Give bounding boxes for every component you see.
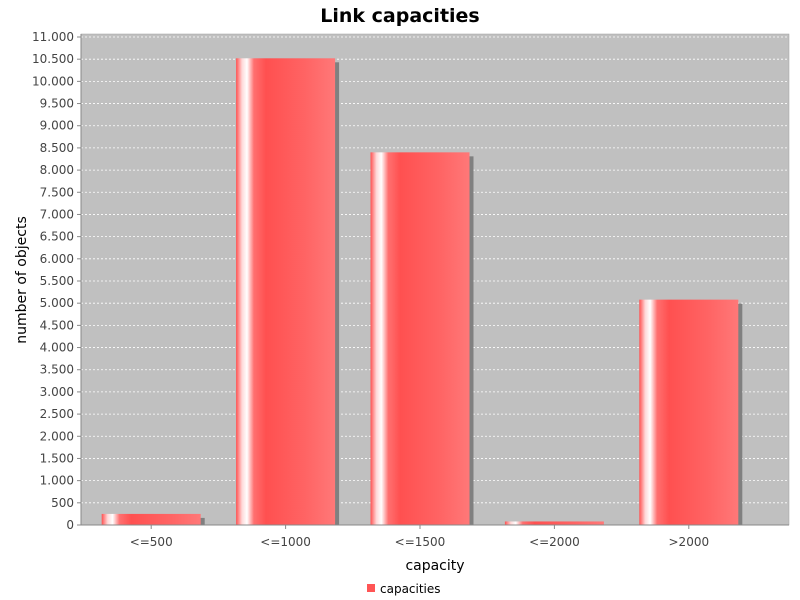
x-tick-label: <=1000 <box>260 535 311 549</box>
y-tick-label: 9.000 <box>40 119 74 133</box>
bar <box>504 521 604 525</box>
x-axis-label: capacity <box>405 558 464 574</box>
chart-title: Link capacities <box>320 5 479 27</box>
y-tick-label: 11.000 <box>32 30 74 44</box>
x-tick-label: >2000 <box>669 535 710 549</box>
y-axis-label: number of objects <box>14 216 30 343</box>
y-tick-label: 9.500 <box>40 97 74 111</box>
y-tick-label: 5.000 <box>40 296 74 310</box>
y-tick-label: 7.500 <box>40 185 74 199</box>
y-tick-label: 2.000 <box>40 429 74 443</box>
y-tick-label: 3.500 <box>40 363 74 377</box>
y-tick-label: 4.000 <box>40 341 74 355</box>
y-tick-label: 8.500 <box>40 141 74 155</box>
y-tick-label: 2.500 <box>40 407 74 421</box>
legend: capacities <box>367 582 441 596</box>
bar <box>639 299 739 525</box>
bar <box>236 58 336 525</box>
legend-label: capacities <box>380 582 441 596</box>
y-tick-label: 8.000 <box>40 163 74 177</box>
bars <box>101 58 743 525</box>
y-tick-label: 7.000 <box>40 207 74 221</box>
y-tick-label: 500 <box>51 496 74 510</box>
y-tick-label: 3.000 <box>40 385 74 399</box>
y-axis: 0 500 1.000 1.500 2.000 2.500 3.000 3.500 4.000 4… <box>32 30 82 532</box>
x-axis: <=500 <=1000 <=1500 <=2000 >2000 <box>130 525 709 549</box>
y-tick-label: 0 <box>66 518 74 532</box>
y-tick-label: 10.500 <box>32 52 74 66</box>
x-tick-label: <=500 <box>130 535 173 549</box>
y-tick-label: 1.500 <box>40 451 74 465</box>
bar <box>101 513 201 525</box>
legend-swatch <box>367 584 375 592</box>
x-tick-label: <=2000 <box>529 535 580 549</box>
bar <box>370 152 470 525</box>
y-tick-label: 4.500 <box>40 318 74 332</box>
y-tick-label: 10.000 <box>32 74 74 88</box>
y-tick-label: 1.000 <box>40 474 74 488</box>
y-tick-label: 6.500 <box>40 230 74 244</box>
y-tick-label: 5.500 <box>40 274 74 288</box>
x-tick-label: <=1500 <box>395 535 446 549</box>
y-tick-label: 6.000 <box>40 252 74 266</box>
